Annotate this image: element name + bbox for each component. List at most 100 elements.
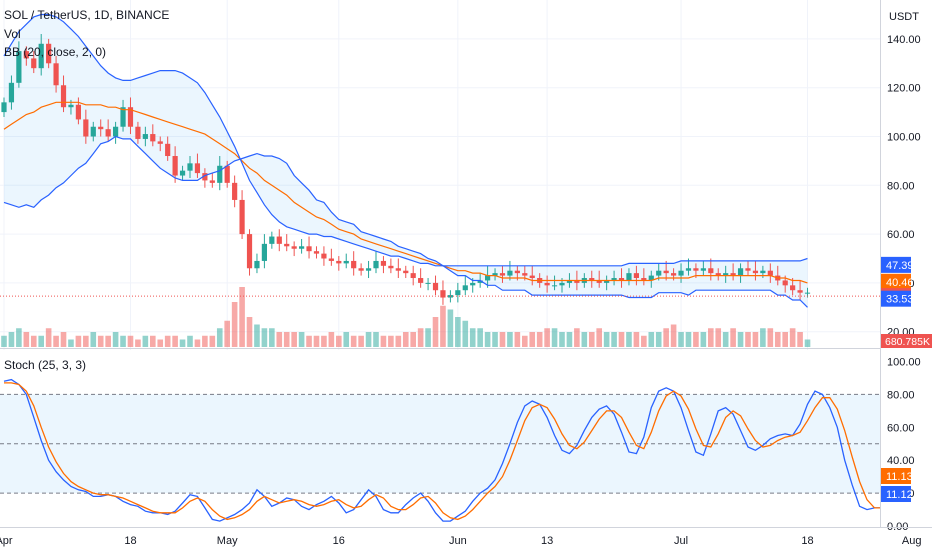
volume-bar <box>730 328 736 347</box>
volume-bar <box>760 328 766 347</box>
volume-bar <box>477 328 483 347</box>
price-pane[interactable] <box>0 0 932 527</box>
volume-bar <box>648 332 655 347</box>
price-tick-label: 120.00 <box>887 83 921 95</box>
volume-bar <box>142 335 149 347</box>
bb-legend[interactable]: BB (20, close, 2, 0) <box>4 45 107 59</box>
volume-bar <box>492 332 498 347</box>
candle-body <box>499 273 506 276</box>
candle-body <box>685 268 692 271</box>
time-tick-label: Aug <box>902 535 922 547</box>
candle-body <box>440 290 446 298</box>
stoch-tick-label: 40.00 <box>887 455 915 467</box>
volume-bar <box>581 332 588 347</box>
stoch-pane[interactable] <box>0 350 882 527</box>
candle-body <box>306 246 312 252</box>
volume-bar <box>358 335 364 347</box>
candle-body <box>269 236 275 244</box>
symbol-title[interactable]: SOL / TetherUS, 1D, BINANCE <box>4 8 170 22</box>
volume-bar <box>455 317 461 347</box>
volume-bar <box>432 317 439 347</box>
candle-body <box>8 82 15 103</box>
volume-bar <box>395 335 402 347</box>
volume-bar <box>298 332 305 347</box>
stoch-legend[interactable]: Stoch (25, 3, 3) <box>4 358 87 372</box>
price-badge <box>881 256 911 273</box>
volume-bar <box>708 328 714 347</box>
time-tick-label: Apr <box>0 535 13 547</box>
candle-body <box>46 43 52 64</box>
volume-bar <box>536 332 543 347</box>
candle-body <box>202 173 208 181</box>
time-tick-label: Jul <box>674 535 688 547</box>
candle-body <box>53 63 59 86</box>
volume-bar <box>83 335 89 347</box>
candle-body <box>328 258 334 261</box>
volume-bar <box>343 332 350 347</box>
volume-bar <box>655 332 662 347</box>
stoch-tick-label: 60.00 <box>887 422 915 434</box>
candle-body <box>641 278 647 281</box>
volume-bar <box>112 332 119 347</box>
candle-body <box>529 275 535 279</box>
price-axis[interactable]: USDT140.00120.00100.0080.0060.0040.0020.… <box>881 0 932 533</box>
volume-bar <box>566 332 573 347</box>
candle-body <box>224 165 230 183</box>
volume-bar <box>216 328 223 347</box>
price-tick-label: 140.00 <box>887 34 921 46</box>
candle-body <box>633 273 639 279</box>
volume-bar <box>60 332 67 347</box>
candle-body <box>165 143 171 157</box>
volume-bar <box>164 335 171 347</box>
volume-bar <box>224 320 230 347</box>
time-tick-label: 16 <box>333 535 345 547</box>
volume-legend[interactable]: Vol <box>4 27 21 41</box>
candle-body <box>194 163 201 174</box>
volume-bar <box>23 332 30 347</box>
candle-body <box>217 165 223 183</box>
volume-bar <box>373 332 379 347</box>
volume-bar <box>194 339 201 347</box>
bb-upper-line <box>3 13 808 267</box>
candle-body <box>60 85 67 108</box>
candle-body <box>358 268 364 271</box>
volume-bar <box>105 335 111 347</box>
candle-body <box>418 278 424 283</box>
volume-bar <box>157 339 164 347</box>
candle-body <box>75 104 81 120</box>
stoch-badge-label: 11.12 <box>886 489 913 501</box>
volume-bar <box>544 328 550 347</box>
candle-body <box>90 126 96 137</box>
volume-bar <box>611 332 617 347</box>
volume-bar <box>306 335 312 347</box>
volume-bar <box>321 335 327 347</box>
candle-body <box>83 119 89 137</box>
volume-bar <box>97 335 104 347</box>
stoch-tick-label: 80.00 <box>887 389 915 401</box>
volume-bar <box>469 328 476 347</box>
volume-bar <box>209 335 216 347</box>
stoch-badge <box>881 486 911 502</box>
candle-body <box>351 260 357 269</box>
candle-body <box>388 265 394 269</box>
volume-bar <box>745 332 751 347</box>
volume-bar <box>410 332 416 347</box>
volume-bar <box>700 332 707 347</box>
candle-body <box>574 280 580 283</box>
volume-bar <box>425 328 431 347</box>
candle-body <box>656 270 662 276</box>
candle-body <box>105 129 111 137</box>
candle-body <box>790 285 796 291</box>
volume-bar <box>462 320 469 347</box>
candle-body <box>492 273 498 276</box>
candle-body <box>120 107 126 127</box>
candle-body <box>559 282 565 286</box>
candle-body <box>16 51 22 83</box>
candle-body <box>797 290 803 293</box>
volume-bar <box>8 332 15 347</box>
volume-bar <box>715 328 722 347</box>
candle-body <box>455 290 461 296</box>
candle-body <box>648 275 654 281</box>
time-axis[interactable]: Apr18May16Jun13Jul18Aug15Sep <box>0 535 932 547</box>
